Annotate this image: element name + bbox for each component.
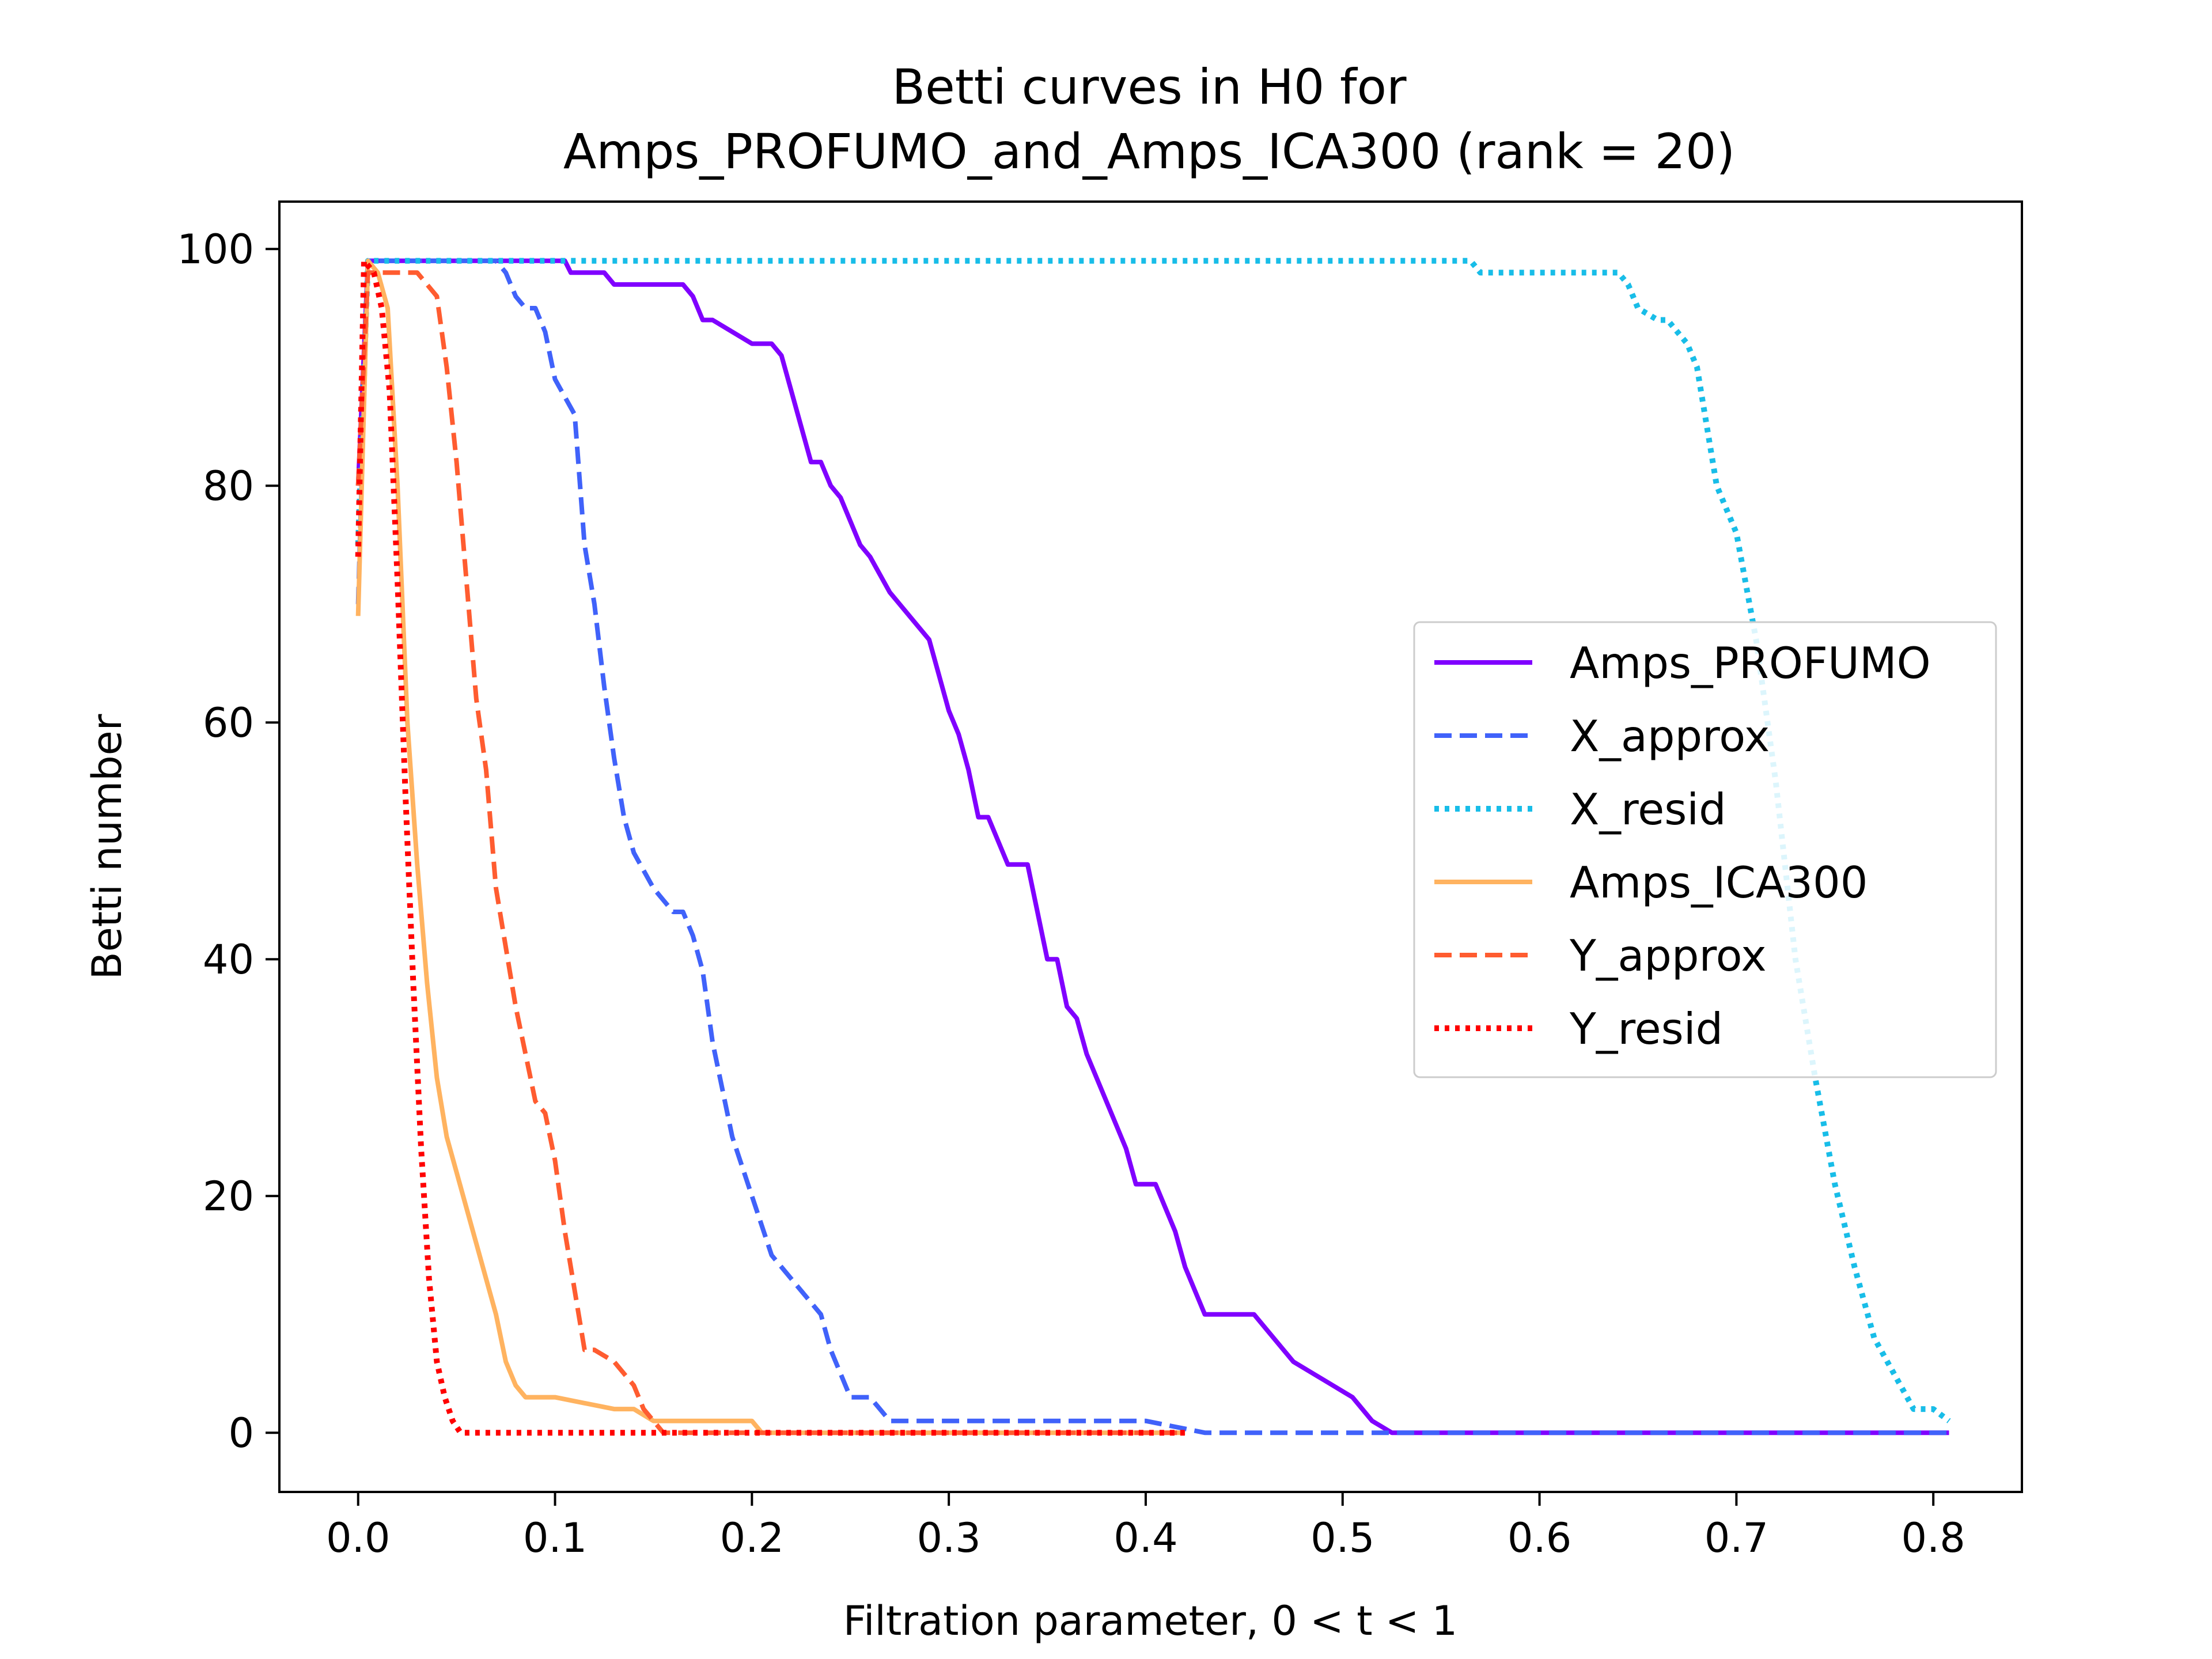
series-line-x-resid — [355, 257, 1951, 1423]
y-tick-label: 80 — [203, 463, 254, 510]
plot-area — [355, 257, 1951, 1436]
x-tick-label: 0.3 — [916, 1514, 980, 1562]
x-tick-label: 0.6 — [1508, 1514, 1571, 1562]
axes-frame — [278, 200, 2023, 1493]
series-line-amps-profumo — [355, 258, 1949, 1435]
y-tick-label: 60 — [203, 699, 254, 747]
x-tick-label: 0.1 — [523, 1514, 587, 1562]
series-line-y-resid — [355, 257, 1185, 1436]
series-line-x-approx — [355, 258, 1949, 1435]
legend-label: Y_approx — [1569, 930, 1767, 981]
legend-label: Y_resid — [1569, 1003, 1723, 1054]
legend-label: Amps_ICA300 — [1570, 857, 1868, 908]
x-axis-label: Filtration parameter, 0 < t < 1 — [843, 1597, 1457, 1645]
y-tick-label: 20 — [203, 1173, 254, 1220]
series-line-y-approx — [355, 270, 1185, 1435]
legend-item-x-resid: X_resid — [1434, 784, 1726, 835]
y-axis-label: Betti number — [84, 714, 131, 979]
legend-item-x-approx: X_approx — [1434, 711, 1770, 762]
chart-title-line-2: Amps_PROFUMO_and_Amps_ICA300 (rank = 20) — [563, 123, 1735, 180]
x-tick-label: 0.7 — [1705, 1514, 1768, 1562]
x-tick-label: 0.8 — [1902, 1514, 1965, 1562]
x-tick-label: 0.4 — [1113, 1514, 1177, 1562]
legend-item-y-resid: Y_resid — [1434, 1003, 1723, 1054]
y-tick-label: 40 — [203, 936, 254, 983]
legend-label: X_resid — [1570, 784, 1726, 835]
legend-item-amps-ica300: Amps_ICA300 — [1434, 857, 1868, 908]
y-tick-label: 0 — [228, 1410, 254, 1457]
legend-item-y-approx: Y_approx — [1434, 930, 1767, 981]
x-tick-label: 0.5 — [1310, 1514, 1374, 1562]
legend: Amps_PROFUMO X_approx X_resid Amps_ICA300 Y_… — [1413, 621, 1997, 1078]
y-tick-label: 100 — [177, 226, 254, 273]
axis-ticks: 0.0 0.1 0.2 0.3 0.4 0.5 0.6 0.7 0.8 0 20 40 60 80 100 — [177, 226, 1965, 1562]
legend-label: Amps_PROFUMO — [1570, 638, 1931, 688]
chart-title-line-1: Betti curves in H0 for — [892, 59, 1407, 115]
x-tick-label: 0.0 — [326, 1514, 390, 1562]
x-tick-label: 0.2 — [720, 1514, 784, 1562]
legend-label: X_approx — [1570, 711, 1770, 762]
legend-box — [1413, 621, 1997, 1078]
legend-item-amps-profumo: Amps_PROFUMO — [1434, 638, 1931, 688]
